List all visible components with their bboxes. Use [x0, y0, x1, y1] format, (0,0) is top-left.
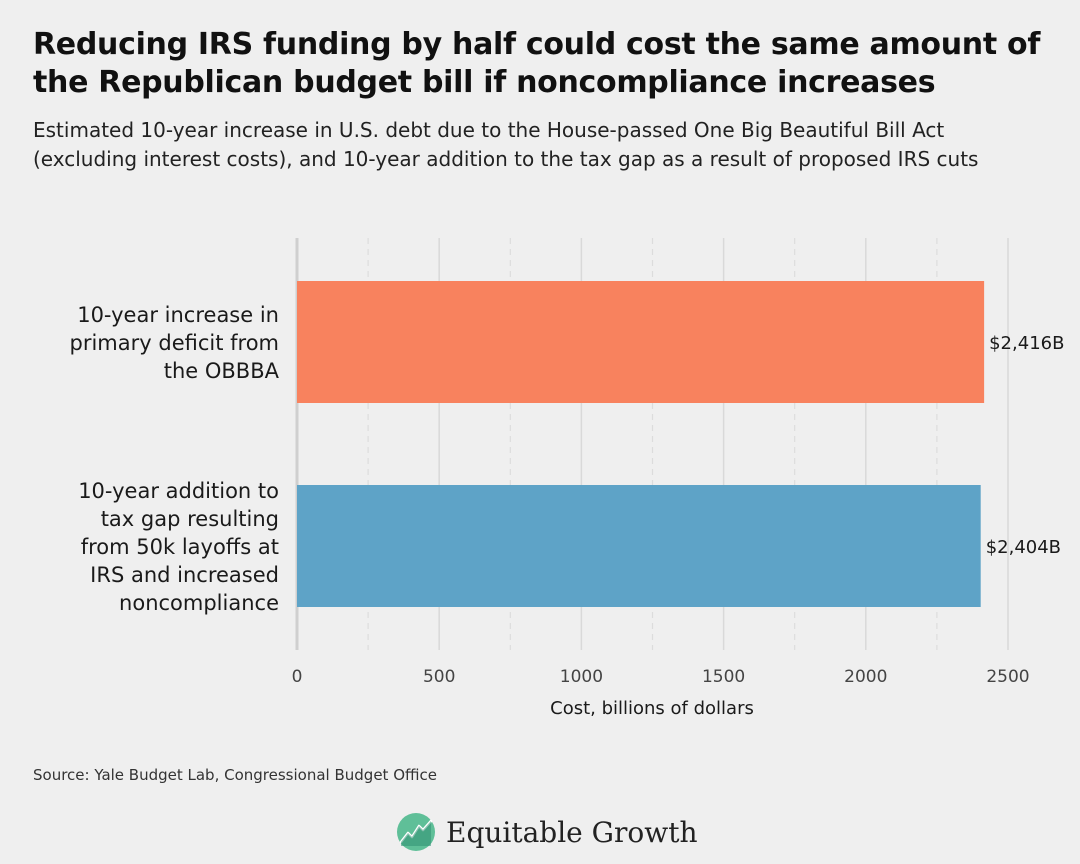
x-tick-label: 2000: [844, 667, 887, 687]
data-label: $2,416B: [989, 333, 1064, 354]
bar: [297, 281, 985, 403]
source-note: Source: Yale Budget Lab, Congressional B…: [33, 766, 437, 784]
chart-subtitle: Estimated 10-year increase in U.S. debt …: [33, 118, 979, 171]
x-axis-label: Cost, billions of dollars: [550, 698, 754, 719]
x-tick-label: 1000: [560, 667, 603, 687]
x-tick-label: 0: [292, 667, 303, 687]
category-label-line: 10-year increase in: [77, 303, 279, 327]
chart-title: Reducing IRS funding by half could cost …: [33, 27, 1041, 100]
category-label-line: from 50k layoffs at: [81, 535, 279, 559]
bar: [297, 485, 981, 607]
data-label: $2,404B: [986, 537, 1061, 558]
brand-name: Equitable Growth: [446, 815, 698, 849]
category-label-line: noncompliance: [119, 591, 279, 615]
x-tick-labels: 0 500 1000 1500 2000 2500: [292, 667, 1030, 687]
category-label-line: 10-year addition to: [78, 479, 279, 503]
category-label: 10-year addition to tax gap resulting from…: [78, 479, 279, 615]
category-label: 10-year increase in primary deficit from t…: [70, 303, 280, 383]
category-label-line: tax gap resulting: [101, 507, 279, 531]
category-label-line: IRS and increased: [90, 563, 279, 587]
equitable-growth-logo-icon: [397, 813, 435, 851]
category-labels: 10-year increase in primary deficit from t…: [70, 303, 280, 615]
category-label-line: the OBBBA: [164, 359, 280, 383]
category-label-line: primary deficit from: [70, 331, 280, 355]
bars: $2,416B $2,404B: [297, 281, 1064, 607]
x-tick-label: 500: [423, 667, 455, 687]
x-tick-label: 1500: [702, 667, 745, 687]
x-tick-label: 2500: [986, 667, 1029, 687]
brand-footer: Equitable Growth: [396, 808, 698, 856]
